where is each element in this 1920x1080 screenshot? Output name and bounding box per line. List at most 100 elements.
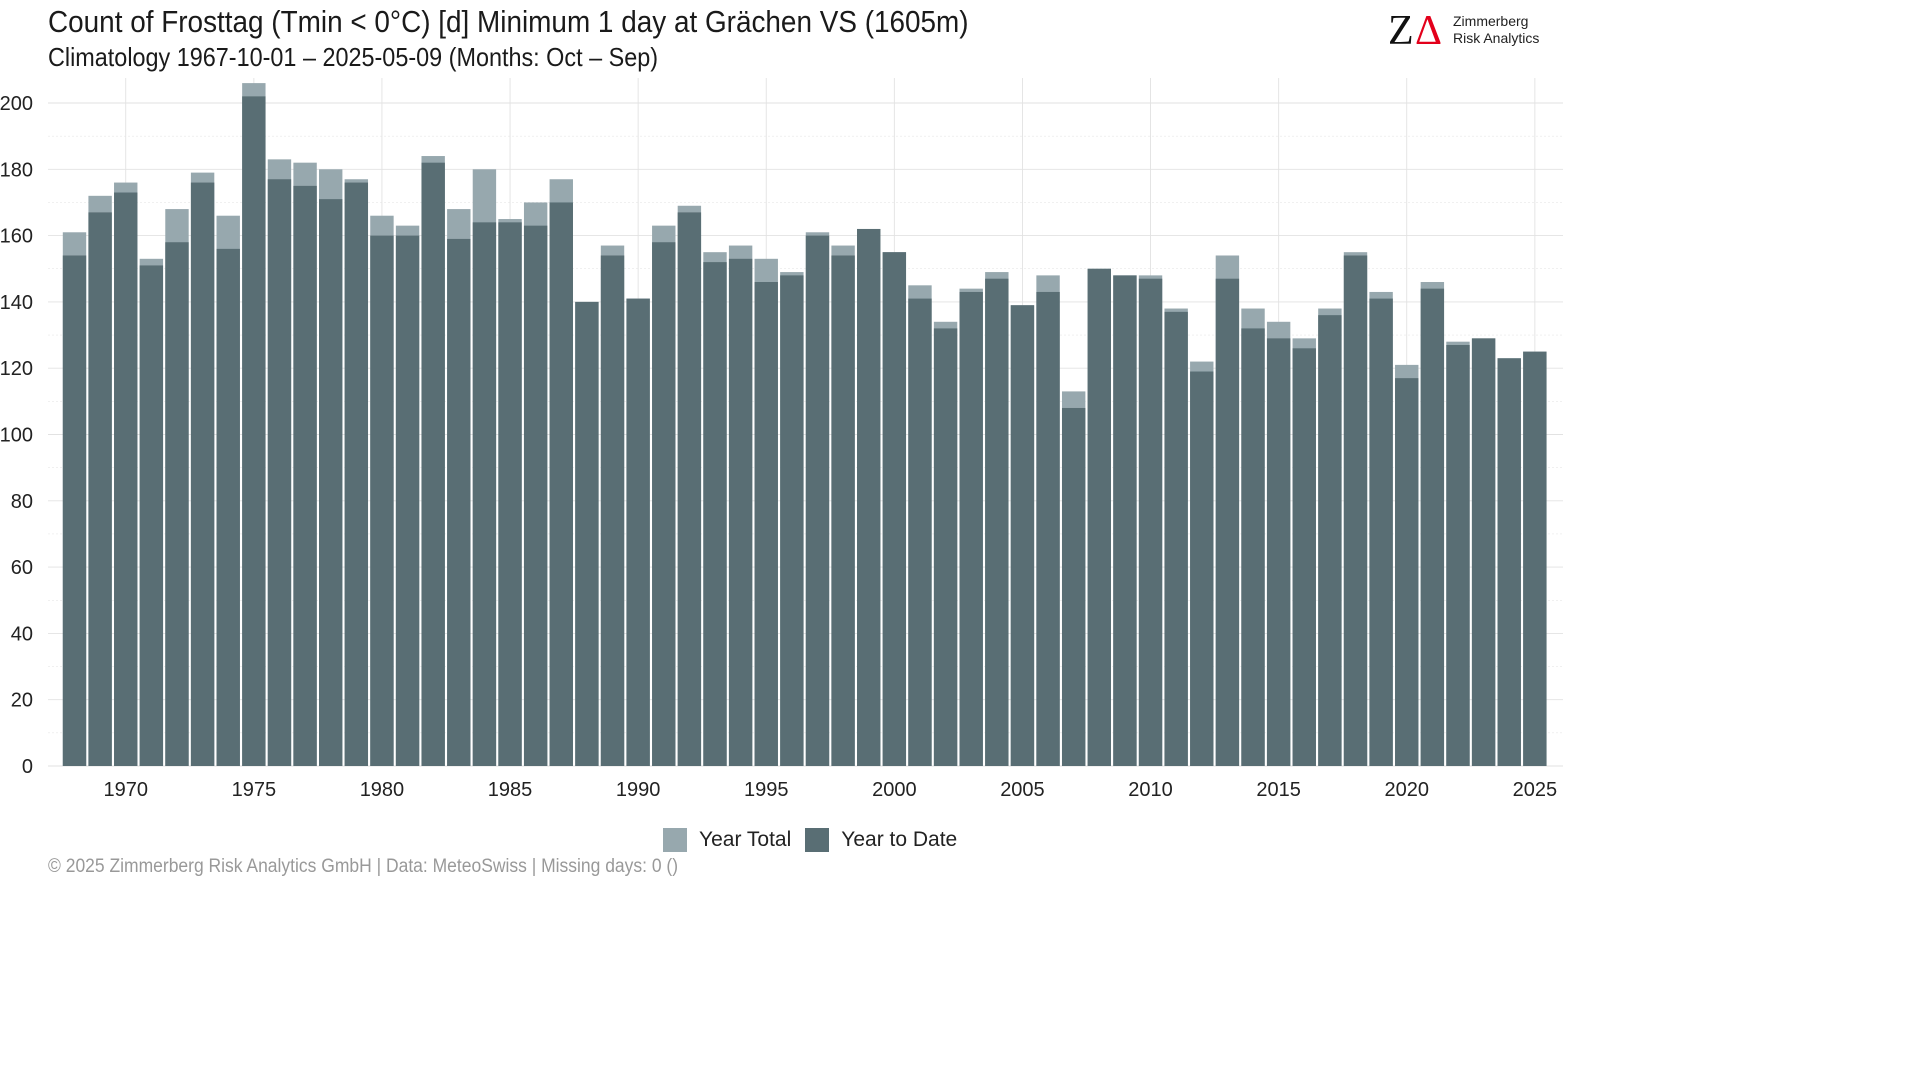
- bar-year-to-date-1992: [677, 212, 702, 766]
- bar-year-to-date-2008: [1087, 268, 1111, 766]
- y-tick-label: 20: [11, 690, 33, 712]
- bar-year-to-date-1976: [267, 179, 292, 766]
- bar-year-to-date-2016: [1292, 348, 1316, 766]
- y-axis-tick-labels: 0 20 40 60 80 100 120 140 160 180 200: [0, 93, 33, 778]
- x-tick-label: 1990: [616, 779, 661, 801]
- bar-year-to-date-1985: [498, 222, 522, 767]
- x-axis-tick-labels: 1970 1975 1980 1985 1990 1995 2000 2005 2010 2015…: [103, 779, 1557, 801]
- logo-z-glyph: Z: [1388, 8, 1414, 50]
- x-tick-label: 1980: [360, 779, 405, 801]
- bar-year-to-date-1984: [472, 222, 497, 767]
- x-tick-label: 2005: [1000, 779, 1045, 801]
- y-tick-label: 180: [0, 159, 33, 181]
- bar-year-to-date-1979: [344, 182, 369, 766]
- bar-year-to-date-2023: [1471, 338, 1496, 766]
- legend-item-year-to-date: Year to Date: [805, 828, 957, 852]
- bar-year-to-date-2015: [1266, 338, 1291, 766]
- bar-year-to-date-2018: [1343, 255, 1368, 767]
- bar-year-to-date-1988: [575, 301, 599, 766]
- bar-chart: 0 20 40 60 80 100 120 140 160 180 200 1970 1975 1980…: [0, 78, 1563, 801]
- x-tick-label: 2025: [1513, 779, 1558, 801]
- bar-year-to-date-2011: [1164, 311, 1188, 766]
- bar-year-to-date-1995: [754, 282, 778, 766]
- bar-year-to-date-1978: [319, 199, 343, 766]
- bar-year-to-date-2006: [1036, 291, 1060, 766]
- y-tick-label: 160: [0, 226, 33, 248]
- bar-year-to-date-1970: [114, 192, 138, 766]
- bar-year-to-date-2000: [882, 252, 907, 767]
- x-tick-label: 1985: [488, 779, 533, 801]
- bar-year-to-date-2007: [1061, 407, 1086, 766]
- y-tick-label: 140: [0, 292, 33, 314]
- bar-year-to-date-2005: [1010, 305, 1035, 766]
- bar-year-to-date-1994: [728, 258, 753, 766]
- legend-label-year-to-date: Year to Date: [841, 828, 958, 851]
- bar-year-to-date-1987: [549, 202, 573, 766]
- y-tick-label: 80: [11, 491, 33, 513]
- bar-year-to-date-1977: [293, 185, 317, 766]
- bar-year-to-date-1969: [88, 212, 112, 766]
- logo-mark-icon: Z Δ: [1388, 8, 1442, 50]
- bar-year-to-date-1998: [831, 255, 855, 767]
- bar-year-to-date-2021: [1420, 288, 1445, 766]
- bar-year-to-date-2022: [1446, 344, 1470, 766]
- footer-credits: © 2025 Zimmerberg Risk Analytics GmbH | …: [48, 856, 679, 877]
- bar-year-to-date-1983: [447, 238, 471, 767]
- bar-year-to-date-2009: [1113, 275, 1137, 766]
- bar-year-to-date-2012: [1190, 371, 1214, 766]
- bar-year-to-date-1996: [780, 275, 804, 766]
- bar-year-to-date-1980: [370, 235, 394, 767]
- bar-year-to-date-2019: [1369, 298, 1393, 766]
- chart-legend: Year Total Year to Date: [663, 826, 971, 854]
- x-tick-label: 2000: [872, 779, 917, 801]
- y-tick-label: 0: [22, 756, 33, 778]
- chart-subtitle: Climatology 1967-10-01 – 2025-05-09 (Mon…: [48, 42, 659, 72]
- bar-year-to-date-1993: [703, 262, 727, 766]
- legend-swatch-year-to-date: [805, 828, 830, 852]
- logo-line-1: Zimmerberg: [1453, 13, 1529, 29]
- bar-year-to-date-1982: [421, 162, 445, 767]
- bar-year-to-date-2017: [1318, 315, 1342, 766]
- bar-year-to-date-2013: [1215, 278, 1240, 766]
- bar-year-to-date-1997: [805, 235, 830, 767]
- logo-delta-glyph: Δ: [1415, 8, 1442, 50]
- x-tick-label: 2015: [1256, 779, 1301, 801]
- logo-line-2: Risk Analytics: [1453, 30, 1540, 46]
- legend-label-year-total: Year Total: [699, 828, 792, 851]
- x-tick-label: 1995: [744, 779, 789, 801]
- bar-year-to-date-1990: [626, 298, 650, 766]
- bar-year-to-date-2014: [1241, 328, 1265, 766]
- bar-year-to-date-1968: [62, 255, 87, 767]
- x-tick-label: 2010: [1128, 779, 1173, 801]
- bar-year-to-date-2002: [933, 328, 958, 766]
- bar-year-to-date-1986: [523, 225, 548, 766]
- x-tick-label: 1970: [103, 779, 148, 801]
- company-logo: Z Δ Zimmerberg Risk Analytics: [1388, 6, 1558, 52]
- logo-text: Zimmerberg Risk Analytics: [1453, 13, 1539, 47]
- x-tick-label: 2020: [1384, 779, 1429, 801]
- bar-year-to-date-2003: [959, 291, 983, 766]
- y-tick-label: 100: [0, 425, 33, 447]
- y-tick-label: 200: [0, 93, 33, 115]
- bar-year-to-date-1981: [395, 235, 420, 767]
- bar-year-to-date-1973: [190, 182, 215, 766]
- bar-year-to-date-2025: [1523, 351, 1547, 766]
- y-tick-label: 120: [0, 358, 33, 380]
- y-tick-label: 60: [11, 557, 33, 579]
- bar-year-to-date-2010: [1138, 278, 1163, 766]
- bar-year-to-date-1972: [165, 242, 189, 767]
- bar-year-to-date-1971: [139, 265, 164, 766]
- y-tick-label: 40: [11, 623, 33, 645]
- legend-swatch-year-total: [663, 828, 687, 852]
- x-tick-label: 1975: [232, 779, 277, 801]
- bar-year-to-date-2004: [985, 278, 1009, 766]
- bar-year-to-date-2024: [1497, 358, 1521, 766]
- chart-title: Count of Frosttag (Tmin < 0°C) [d] Minim…: [48, 4, 969, 39]
- bar-year-to-date-2001: [908, 298, 932, 766]
- bar-year-to-date-1991: [652, 242, 676, 767]
- legend-item-year-total: Year Total: [663, 828, 791, 852]
- bar-year-to-date-1975: [242, 96, 266, 767]
- year-to-date-bars: [62, 96, 1547, 767]
- bar-year-to-date-1974: [216, 248, 240, 767]
- bar-year-to-date-1999: [857, 228, 881, 767]
